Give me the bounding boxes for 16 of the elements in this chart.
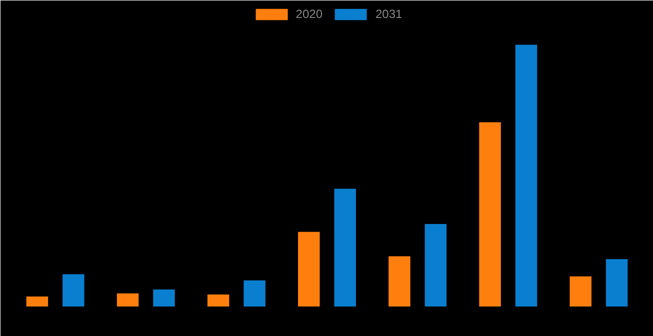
bar: [479, 122, 501, 306]
legend-label: 2020: [296, 7, 322, 21]
bar: [153, 289, 175, 306]
bar: [570, 276, 592, 306]
legend-label: 2031: [376, 7, 402, 21]
bar: [424, 224, 447, 306]
bar: [606, 259, 628, 306]
bar: [244, 280, 266, 306]
bar: [334, 188, 356, 306]
bar: [116, 293, 139, 306]
bar: [515, 44, 538, 306]
bar: [388, 256, 410, 306]
bar: [207, 294, 230, 306]
bar: [62, 274, 84, 306]
bar: [26, 296, 48, 306]
bar: [298, 232, 320, 306]
